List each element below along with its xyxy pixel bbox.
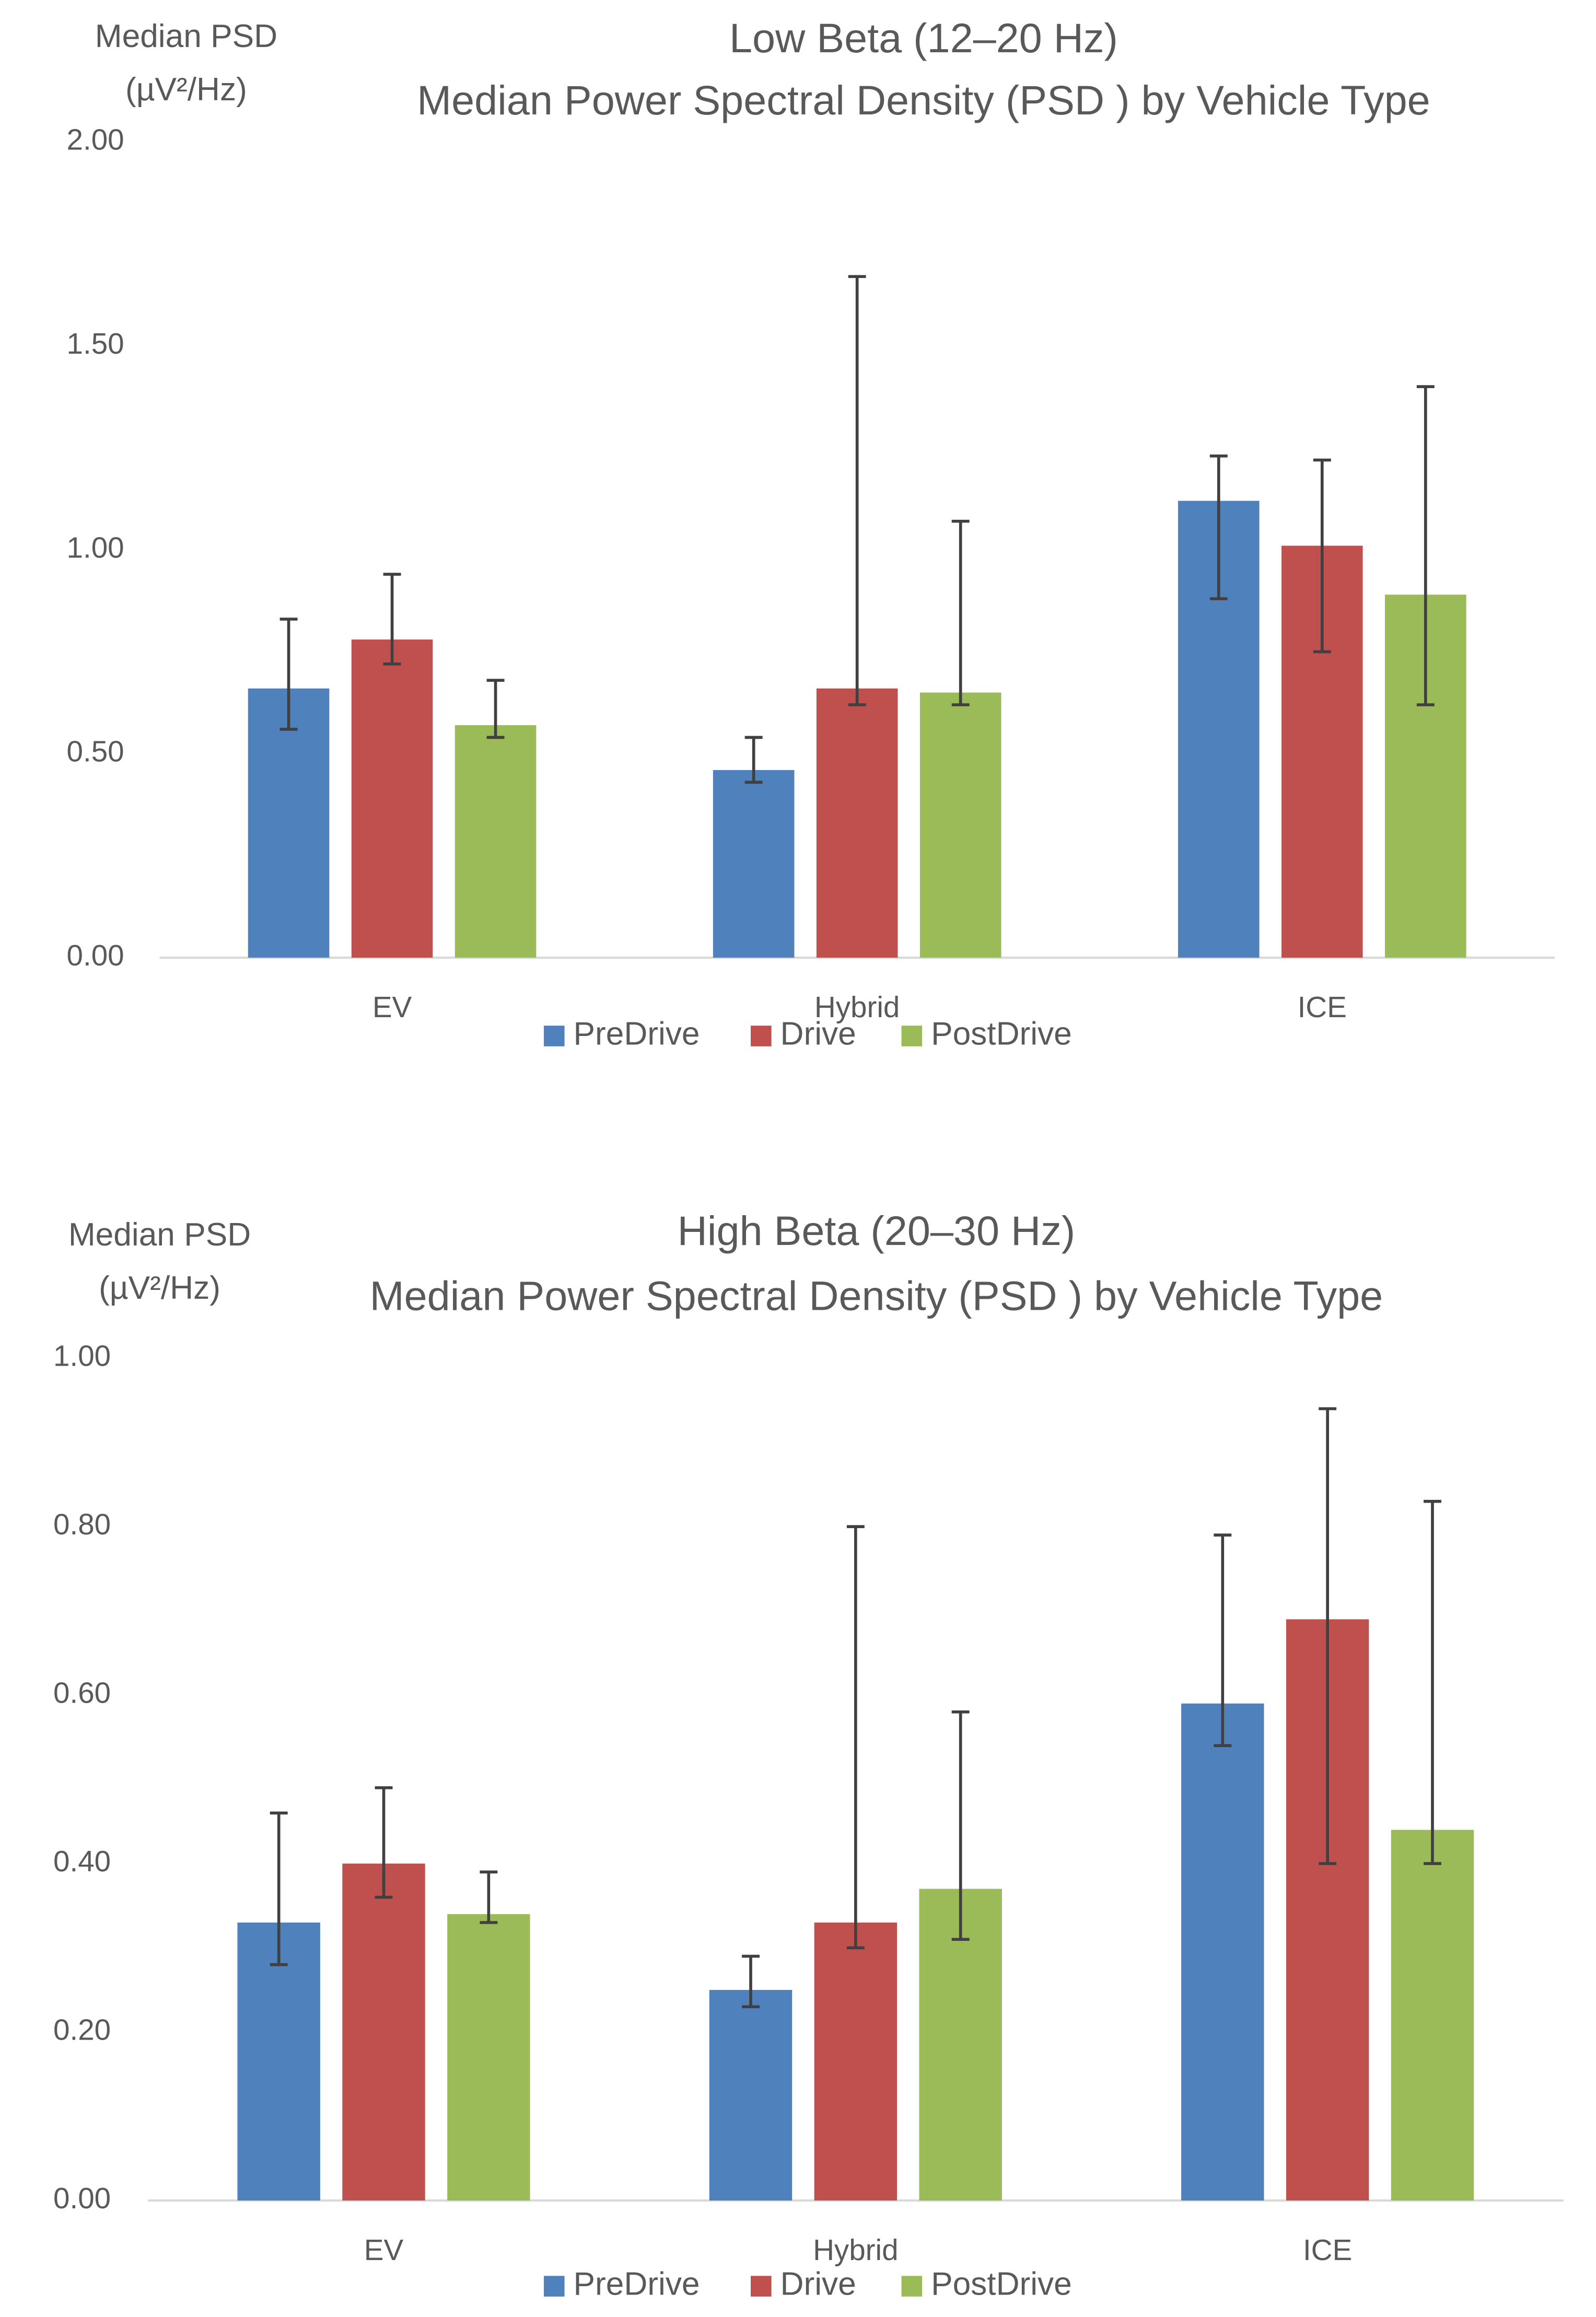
legend-swatch [543, 2276, 565, 2297]
bar [237, 1922, 320, 2201]
chart-title: Low Beta (12–20 Hz) [729, 15, 1118, 61]
legend-label: PostDrive [931, 2266, 1072, 2302]
x-tick-label: EV [372, 991, 412, 1023]
bar [248, 688, 330, 958]
y-axis-label: Median PSD [95, 18, 277, 54]
x-tick-label: Hybrid [813, 2233, 898, 2266]
y-tick-label: 0.00 [67, 939, 124, 972]
y-tick-label: 0.50 [67, 735, 124, 768]
y-tick-label: 0.20 [53, 2013, 111, 2046]
bar [1391, 1830, 1474, 2201]
y-axis-label: (µV²/Hz) [99, 1270, 220, 1306]
bar [919, 692, 1001, 958]
y-tick-label: 0.40 [53, 1845, 111, 1878]
x-tick-label: EV [364, 2233, 404, 2266]
bar [455, 725, 537, 958]
legend-label: PreDrive [574, 1016, 700, 1052]
bar [814, 1922, 898, 2201]
chart-title: High Beta (20–30 Hz) [678, 1207, 1075, 1254]
y-axis-label: (µV²/Hz) [125, 72, 247, 108]
y-axis-label: Median PSD [68, 1217, 251, 1253]
chart-subtitle: Median Power Spectral Density (PSD ) by … [417, 77, 1430, 123]
y-tick-label: 1.00 [53, 1340, 111, 1372]
chart-subtitle: Median Power Spectral Density (PSD ) by … [370, 1272, 1383, 1319]
legend-label: PostDrive [931, 1016, 1072, 1052]
y-tick-label: 2.00 [67, 123, 124, 156]
bar [351, 639, 433, 958]
bar [816, 688, 898, 958]
legend-swatch [750, 2276, 772, 2297]
bar [1181, 1703, 1264, 2201]
legend-label: Drive [780, 1016, 856, 1052]
y-tick-label: 1.50 [67, 327, 124, 360]
x-tick-label: Hybrid [814, 991, 900, 1023]
bar [709, 1989, 793, 2201]
bar [447, 1914, 530, 2201]
legend-swatch [750, 1026, 772, 1046]
x-tick-label: ICE [1303, 2233, 1352, 2266]
legend-label: Drive [780, 2266, 856, 2302]
y-tick-label: 0.60 [53, 1676, 111, 1709]
legend-swatch [543, 1026, 565, 1046]
legend-swatch [901, 1026, 923, 1046]
y-tick-label: 0.80 [53, 1508, 111, 1541]
y-tick-label: 0.00 [53, 2182, 111, 2215]
legend-label: PreDrive [574, 2266, 700, 2302]
legend-swatch [901, 2276, 923, 2297]
x-tick-label: ICE [1298, 991, 1347, 1023]
bar [342, 1864, 425, 2201]
y-tick-label: 1.00 [67, 531, 124, 564]
bar [713, 770, 795, 958]
